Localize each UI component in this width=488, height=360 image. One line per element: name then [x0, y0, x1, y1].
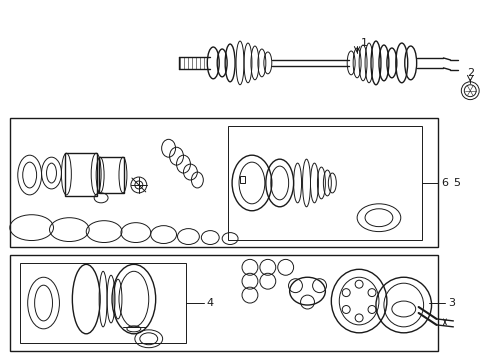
Text: 3: 3 [447, 298, 454, 308]
Bar [240, 176, 244, 183]
Bar [20, 264, 186, 343]
Bar [10, 118, 438, 247]
Bar [65, 153, 97, 196]
Bar [99, 157, 123, 193]
Text: 4: 4 [206, 298, 213, 308]
Text: 6: 6 [440, 178, 447, 188]
Bar [10, 255, 438, 351]
Text: 5: 5 [452, 178, 459, 188]
Bar [228, 126, 421, 239]
Text: 1: 1 [360, 38, 367, 48]
Text: 2: 2 [466, 68, 473, 78]
